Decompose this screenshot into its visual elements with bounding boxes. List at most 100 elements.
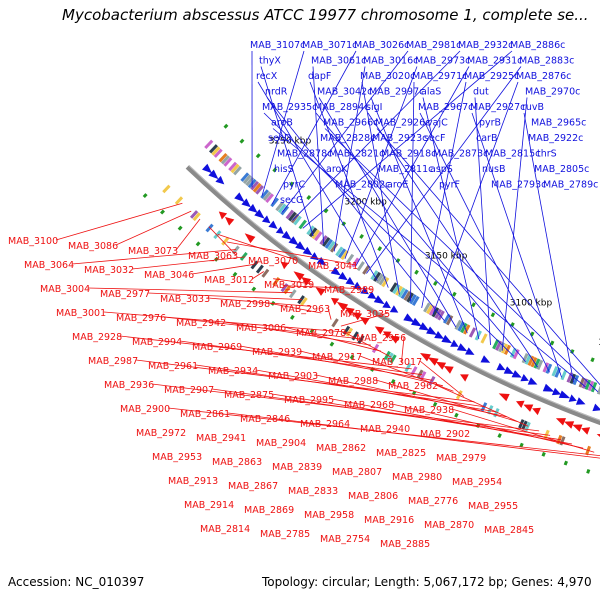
forward-cog-band (437, 310, 445, 321)
reverse-gene-label: MAB_3070 (248, 256, 298, 267)
forward-connector (302, 50, 513, 229)
reverse-gene-arrow (352, 312, 363, 321)
genome-summary: Topology: circular; Length: 5,067,172 bp… (262, 575, 592, 589)
reverse-gene-label: MAB_3004 (40, 284, 90, 295)
forward-cog-band (324, 238, 333, 249)
forward-gene-label: nusB (482, 164, 506, 175)
reverse-connector (87, 287, 293, 294)
reverse-gene-arrow (293, 271, 305, 281)
reverse-connector (119, 335, 412, 370)
reverse-gene-label: MAB_2885 (380, 539, 430, 550)
forward-connector (333, 66, 366, 252)
forward-gene-label: aroB (271, 118, 293, 129)
forward-cog-band (314, 231, 323, 242)
forward-cog-band (265, 193, 274, 203)
reverse-connector (343, 331, 392, 358)
forward-gene-label: MAB_2997c (369, 87, 424, 98)
reverse-gene-label: MAB_2861 (180, 409, 230, 420)
reverse-gene-label: MAB_3017 (372, 357, 422, 368)
inner-rna-mark (550, 340, 555, 346)
reverse-gene-label: MAB_3073 (128, 246, 178, 257)
reverse-gene-arrow (244, 233, 256, 244)
backbone-arc (185, 164, 600, 426)
forward-gene-label: MAB_2793c (491, 180, 546, 191)
forward-connector (370, 97, 468, 334)
forward-gene-label: hisS (274, 164, 294, 175)
reverse-gene-label: MAB_2863 (212, 457, 262, 468)
forward-gene-label: aspS (430, 164, 453, 175)
forward-cog-band (566, 372, 574, 383)
reverse-gene-label: MAB_2976 (116, 313, 166, 324)
reverse-connector (175, 218, 201, 251)
reverse-gene-label: MAB_2963 (280, 304, 330, 315)
outer-rna-mark (329, 341, 335, 347)
forward-gene-arrow (434, 331, 444, 339)
forward-cog-band (306, 225, 315, 236)
reverse-gene-label: MAB_2955 (468, 501, 518, 512)
inner-rna-mark (289, 181, 295, 187)
outer-rna-mark (454, 412, 459, 418)
reverse-gene-label: MAB_2916 (364, 515, 414, 526)
forward-connector (474, 97, 491, 346)
reverse-gene-label: MAB_2846 (240, 414, 290, 425)
reverse-gene-arrow (596, 434, 600, 437)
reverse-connector (391, 403, 584, 449)
outer-rna-mark (195, 241, 201, 247)
forward-cog-band (255, 185, 264, 195)
reverse-cog-band (280, 283, 289, 293)
reverse-connector (359, 355, 454, 392)
reverse-gene-arrow (523, 404, 534, 412)
forward-cog-band (512, 348, 520, 360)
forward-gene-label: MAB_3107c (250, 40, 305, 51)
forward-cog-band (406, 292, 414, 303)
reverse-gene-label: MAB_2936 (104, 380, 154, 391)
reverse-connector (55, 202, 183, 241)
inner-rna-mark (590, 357, 595, 363)
forward-cog-band (457, 321, 465, 332)
reverse-cog-band (283, 285, 292, 295)
forward-gene-arrow (480, 355, 491, 363)
forward-gene-label: MAB_3026c (354, 40, 409, 51)
forward-gene-arrow (592, 403, 600, 412)
outer-rna-mark (541, 451, 546, 457)
reverse-gene-label: MAB_2969 (192, 342, 242, 353)
reverse-gene-label: MAB_2995 (284, 395, 334, 406)
forward-gene-label: secD (268, 133, 291, 144)
reverse-connector (207, 297, 312, 307)
outer-rna-mark (232, 271, 238, 277)
forward-gene-label: MAB_2935c (262, 102, 317, 113)
forward-cog-band (337, 248, 347, 259)
forward-gene-label: MAB_2828c (320, 133, 375, 144)
forward-cog-band (351, 257, 360, 268)
forward-cog-band (275, 201, 284, 212)
reverse-gene-label: MAB_2903 (268, 371, 318, 382)
forward-gene-label: thyX (259, 56, 281, 67)
forward-gene-label: MAB_2821c (329, 149, 384, 160)
forward-gene-arrow (268, 220, 278, 229)
forward-gene-arrow (382, 300, 391, 309)
forward-cog-band (308, 227, 318, 238)
reverse-connector (71, 249, 237, 265)
forward-gene-label: MAB_2973c (415, 56, 470, 67)
forward-gene-arrow (288, 236, 299, 246)
reverse-gene-label: MAB_2994 (132, 337, 182, 348)
forward-gene-label: dapF (308, 71, 331, 82)
reverse-gene-label: MAB_2961 (148, 361, 198, 372)
outer-rna-mark (563, 460, 568, 466)
reverse-cog-band (261, 268, 270, 278)
reverse-gene-label: MAB_2940 (360, 424, 410, 435)
forward-gene-label: MAB_3071c (302, 40, 357, 51)
forward-gene-arrow (360, 286, 369, 295)
forward-gene-label: MAB_2789c (543, 180, 598, 191)
forward-gene-arrow (254, 209, 265, 219)
reverse-cog-band (559, 436, 566, 446)
forward-cog-band (590, 381, 598, 393)
inner-rna-mark (377, 246, 383, 252)
forward-cog-band (551, 366, 559, 377)
reverse-connector (226, 241, 357, 266)
reverse-gene-label: MAB_2913 (168, 476, 218, 487)
forward-cog-band (536, 359, 544, 371)
forward-gene-label: MAB_3020c (360, 71, 415, 82)
inner-rna-mark (471, 302, 476, 308)
forward-cog-band (375, 273, 384, 284)
